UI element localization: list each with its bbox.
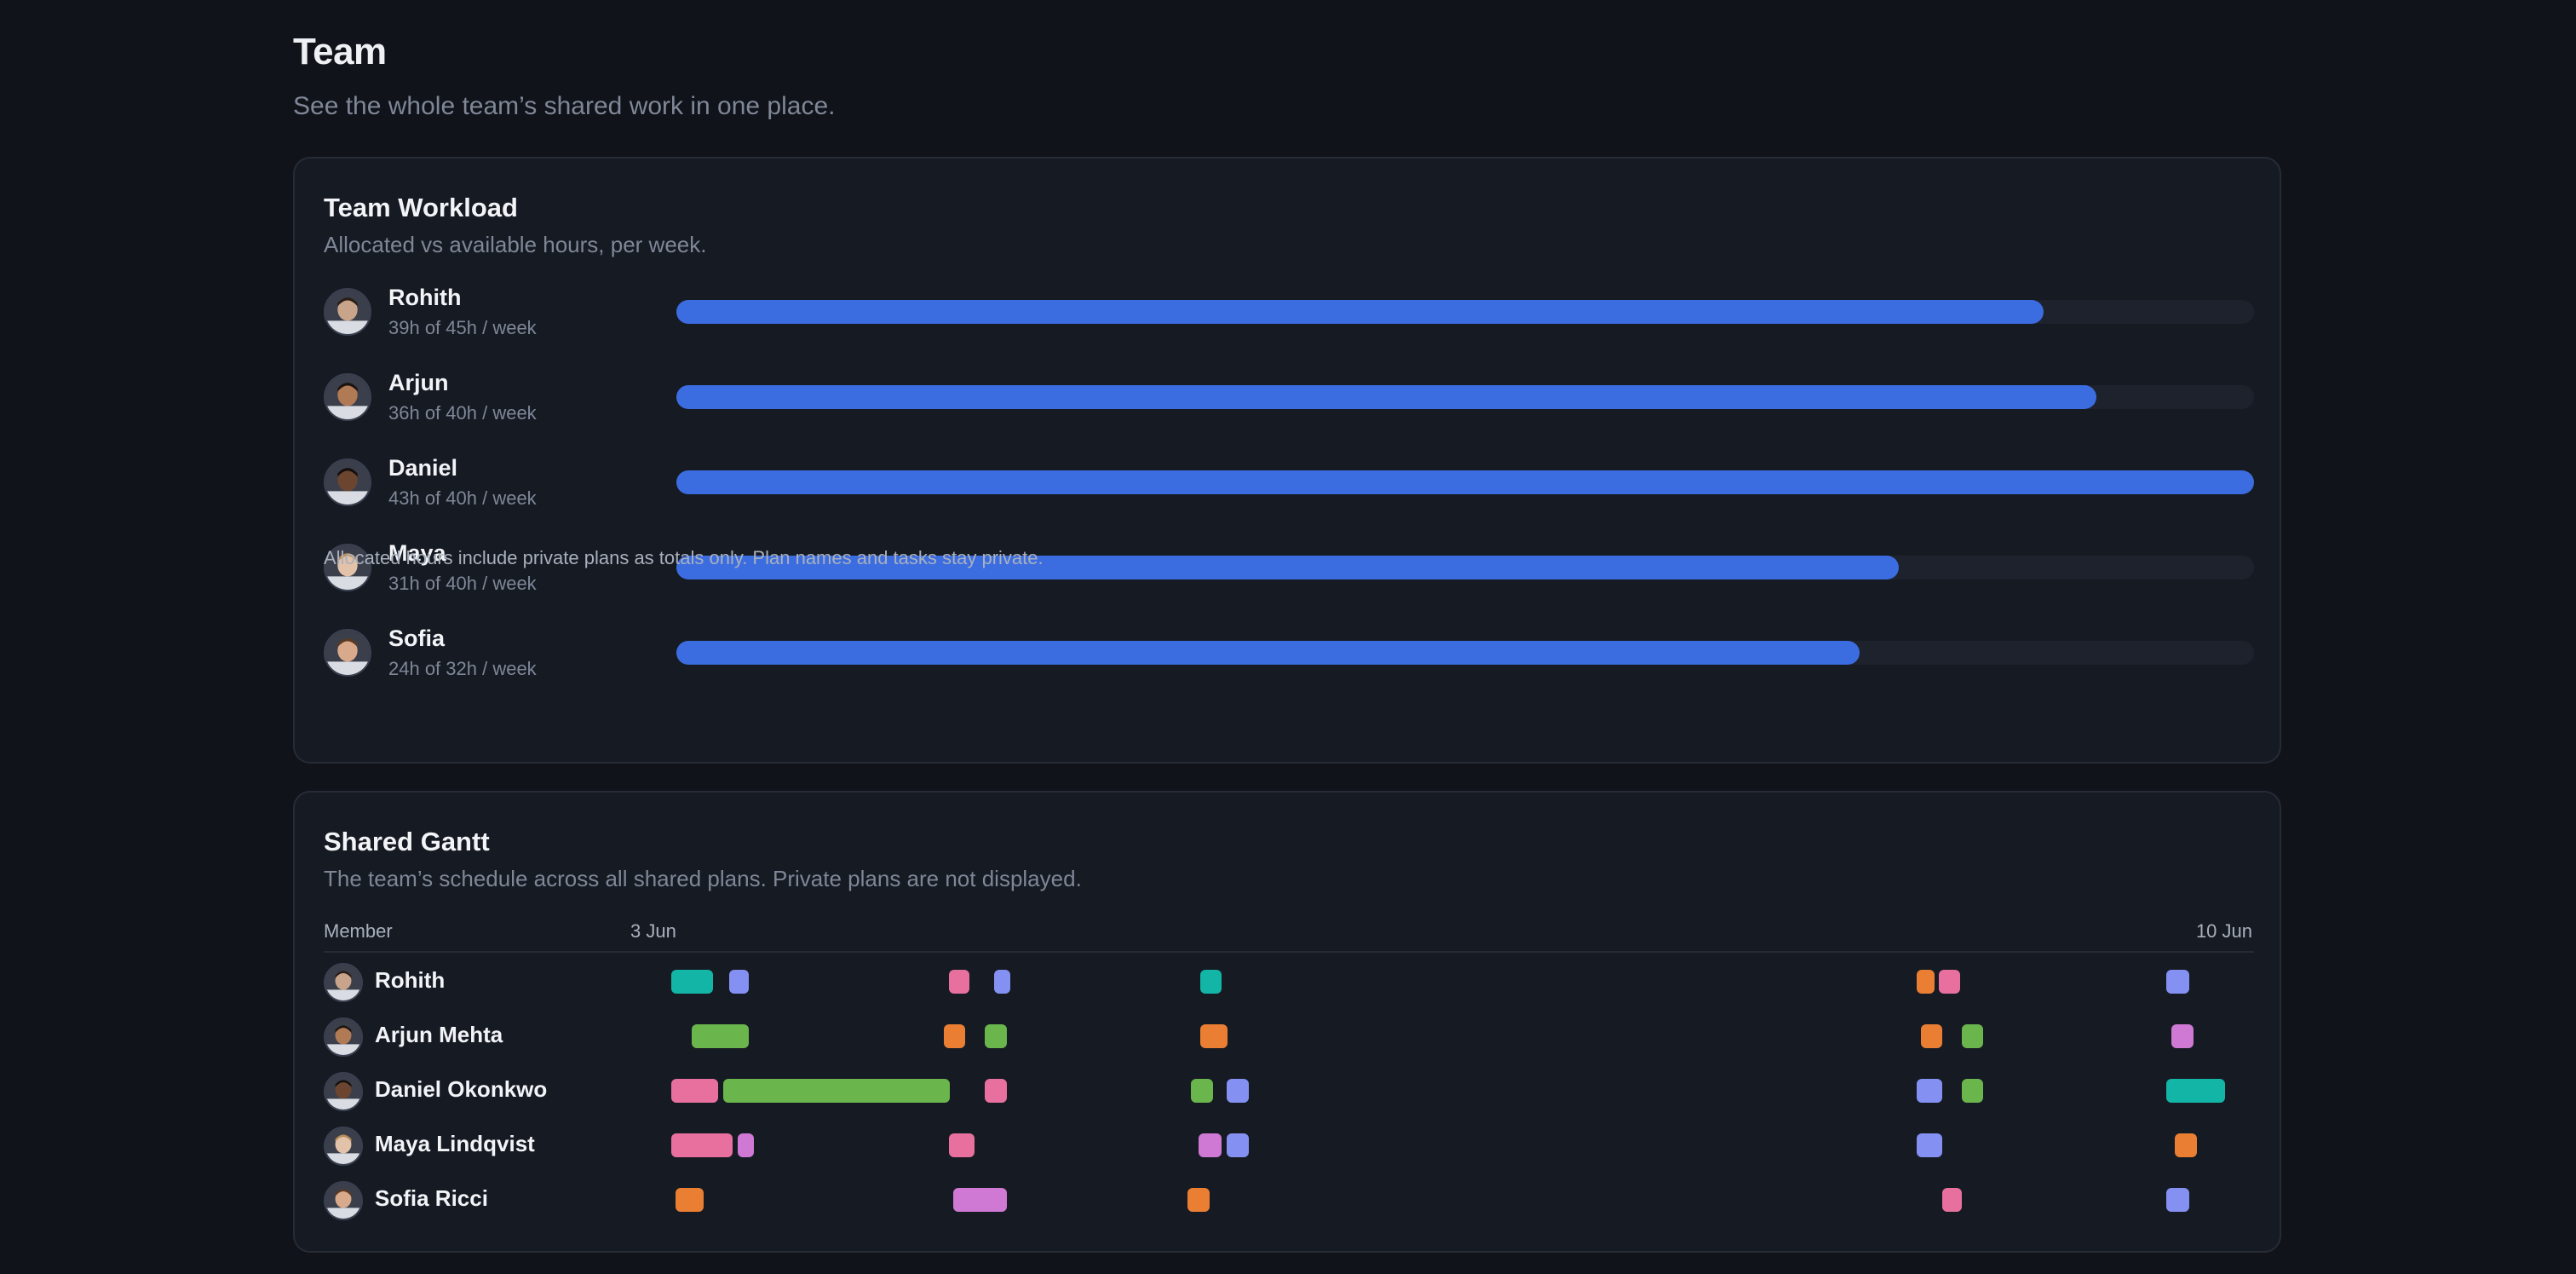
gantt-row: Rohith <box>324 963 2254 1017</box>
workload-bar-track <box>676 470 2254 494</box>
workload-footnote: Allocated hours include private plans as… <box>324 547 1044 568</box>
gantt-task-bar[interactable] <box>1190 1079 1214 1103</box>
workload-bar-track <box>676 385 2254 409</box>
gantt-task-bar[interactable] <box>1199 1133 1222 1157</box>
avatar <box>324 963 363 1002</box>
avatar <box>324 288 371 336</box>
workload-bar-track <box>676 556 2254 579</box>
gantt-task-bar[interactable] <box>948 1133 975 1157</box>
gantt-start-date: 3 Jun <box>630 920 676 942</box>
avatar <box>324 373 371 421</box>
workload-bar-fill <box>676 470 2254 494</box>
gantt-task-bar[interactable] <box>943 1024 965 1048</box>
gantt-task-bar[interactable] <box>729 970 750 994</box>
gantt-member-header: Member <box>324 920 393 942</box>
gantt-title: Shared Gantt <box>324 827 490 856</box>
shared-gantt-card: Shared Gantt The team’s schedule across … <box>293 791 2281 1253</box>
gantt-task-bar[interactable] <box>1226 1079 1250 1103</box>
gantt-task-bar[interactable] <box>1942 1188 1962 1212</box>
workload-bar-track <box>676 641 2254 665</box>
gantt-task-bar[interactable] <box>1187 1188 1210 1212</box>
page-title: Team <box>293 31 387 72</box>
gantt-task-bar[interactable] <box>1200 970 1222 994</box>
workload-row: Sofia 24h of 32h / week <box>324 625 2254 697</box>
gantt-row: Daniel Okonkwo <box>324 1072 2254 1127</box>
member-name: Sofia <box>388 625 446 651</box>
workload-row: Maya 31h of 40h / week <box>324 540 2254 612</box>
member-hours: 24h of 32h / week <box>388 658 537 679</box>
member-name: Daniel <box>388 455 458 481</box>
gantt-task-bar[interactable] <box>2166 1079 2225 1103</box>
avatar <box>324 1072 363 1111</box>
gantt-row: Arjun Mehta <box>324 1017 2254 1072</box>
gantt-task-bar[interactable] <box>2174 1133 2198 1157</box>
gantt-task-bar[interactable] <box>2166 1188 2189 1212</box>
avatar <box>324 458 371 506</box>
workload-bar-track <box>676 300 2254 324</box>
workload-title: Team Workload <box>324 193 518 222</box>
gantt-member-name: Arjun Mehta <box>375 1022 503 1047</box>
workload-bar-fill <box>676 300 2044 324</box>
workload-subtitle: Allocated vs available hours, per week. <box>324 232 707 257</box>
gantt-task-bar[interactable] <box>948 970 970 994</box>
member-hours: 43h of 40h / week <box>388 487 537 509</box>
gantt-task-bar[interactable] <box>2166 970 2189 994</box>
gantt-task-bar[interactable] <box>1961 1079 1983 1103</box>
gantt-task-bar[interactable] <box>676 1188 704 1212</box>
gantt-header-divider <box>324 951 2254 953</box>
member-hours: 36h of 40h / week <box>388 402 537 424</box>
gantt-member-name: Rohith <box>375 967 446 993</box>
gantt-task-bar[interactable] <box>953 1188 1008 1212</box>
gantt-task-bar[interactable] <box>1916 970 1935 994</box>
gantt-task-bar[interactable] <box>670 970 714 994</box>
workload-row: Rohith 39h of 45h / week <box>324 285 2254 356</box>
avatar <box>324 1127 363 1166</box>
gantt-task-bar[interactable] <box>993 970 1010 994</box>
team-workload-card: Team Workload Allocated vs available hou… <box>293 157 2281 764</box>
gantt-task-bar[interactable] <box>1939 970 1960 994</box>
member-name: Maya <box>388 540 446 566</box>
gantt-task-bar[interactable] <box>670 1133 733 1157</box>
gantt-member-name: Maya Lindqvist <box>375 1131 535 1156</box>
avatar <box>324 629 371 677</box>
gantt-member-name: Sofia Ricci <box>375 1185 488 1211</box>
gantt-row: Maya Lindqvist <box>324 1127 2254 1181</box>
gantt-task-bar[interactable] <box>984 1079 1008 1103</box>
gantt-task-bar[interactable] <box>737 1133 754 1157</box>
gantt-row: Sofia Ricci <box>324 1181 2254 1236</box>
gantt-task-bar[interactable] <box>1961 1024 1983 1048</box>
gantt-task-bar[interactable] <box>722 1079 951 1103</box>
page-subtitle: See the whole team’s shared work in one … <box>293 92 836 120</box>
member-hours: 31h of 40h / week <box>388 573 537 594</box>
avatar <box>324 544 371 591</box>
member-name: Rohith <box>388 285 462 310</box>
gantt-member-name: Daniel Okonkwo <box>375 1076 548 1102</box>
member-name: Arjun <box>388 370 449 395</box>
gantt-task-bar[interactable] <box>984 1024 1008 1048</box>
member-hours: 39h of 45h / week <box>388 317 537 338</box>
gantt-task-bar[interactable] <box>1200 1024 1228 1048</box>
gantt-task-bar[interactable] <box>1921 1024 1943 1048</box>
avatar <box>324 1017 363 1057</box>
gantt-end-date: 10 Jun <box>2195 920 2252 942</box>
gantt-task-bar[interactable] <box>670 1079 718 1103</box>
workload-bar-fill <box>676 385 2096 409</box>
gantt-task-bar[interactable] <box>1226 1133 1250 1157</box>
avatar <box>324 1181 363 1220</box>
gantt-subtitle: The team’s schedule across all shared pl… <box>324 866 1082 891</box>
workload-bar-fill <box>676 556 1900 579</box>
gantt-task-bar[interactable] <box>692 1024 750 1048</box>
gantt-task-bar[interactable] <box>2171 1024 2194 1048</box>
workload-bar-fill <box>676 641 1860 665</box>
gantt-task-bar[interactable] <box>1916 1133 1943 1157</box>
gantt-task-bar[interactable] <box>1916 1079 1943 1103</box>
workload-row: Daniel 43h of 40h / week <box>324 455 2254 527</box>
workload-row: Arjun 36h of 40h / week <box>324 370 2254 441</box>
